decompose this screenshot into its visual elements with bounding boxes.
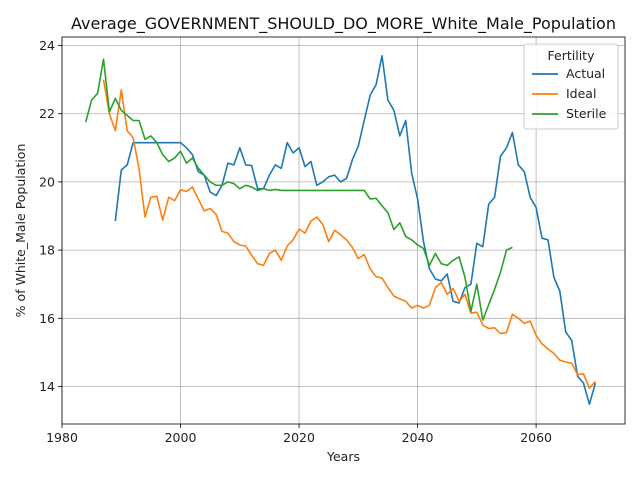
y-tick-label: 20: [39, 174, 55, 189]
x-tick-label: 1980: [46, 430, 78, 445]
legend-label-sterile: Sterile: [566, 106, 607, 121]
y-tick-label: 18: [39, 243, 55, 258]
y-tick-label: 24: [39, 38, 55, 53]
series-line-sterile: [84, 58, 513, 321]
series-line-ideal: [102, 79, 596, 389]
chart-title: Average_GOVERNMENT_SHOULD_DO_MORE_White_…: [71, 14, 616, 34]
plot-frame: [61, 36, 626, 425]
legend-items: Actual Ideal Sterile: [532, 66, 607, 121]
x-tick-label: 2040: [402, 430, 434, 445]
y-tick-label: 22: [39, 106, 55, 121]
y-axis-label: % of White_Male Population: [13, 144, 28, 318]
legend-label-ideal: Ideal: [566, 86, 596, 101]
y-tick-label: 14: [39, 379, 55, 394]
legend-label-actual: Actual: [566, 66, 605, 81]
x-tick-label: 2060: [520, 430, 552, 445]
series-lines: [84, 55, 597, 405]
x-axis-label: Years: [326, 449, 360, 464]
legend-title: Fertility: [548, 48, 596, 63]
legend: Fertility Actual Ideal Sterile: [523, 43, 619, 130]
legend-box: [523, 43, 619, 130]
y-tick-label: 16: [39, 311, 55, 326]
x-tick-label: 2000: [165, 430, 197, 445]
axis-ticks: 1980 2000 2020 2040 2060 14 16 18 20 22 24: [39, 38, 552, 445]
x-tick-label: 2020: [283, 430, 315, 445]
